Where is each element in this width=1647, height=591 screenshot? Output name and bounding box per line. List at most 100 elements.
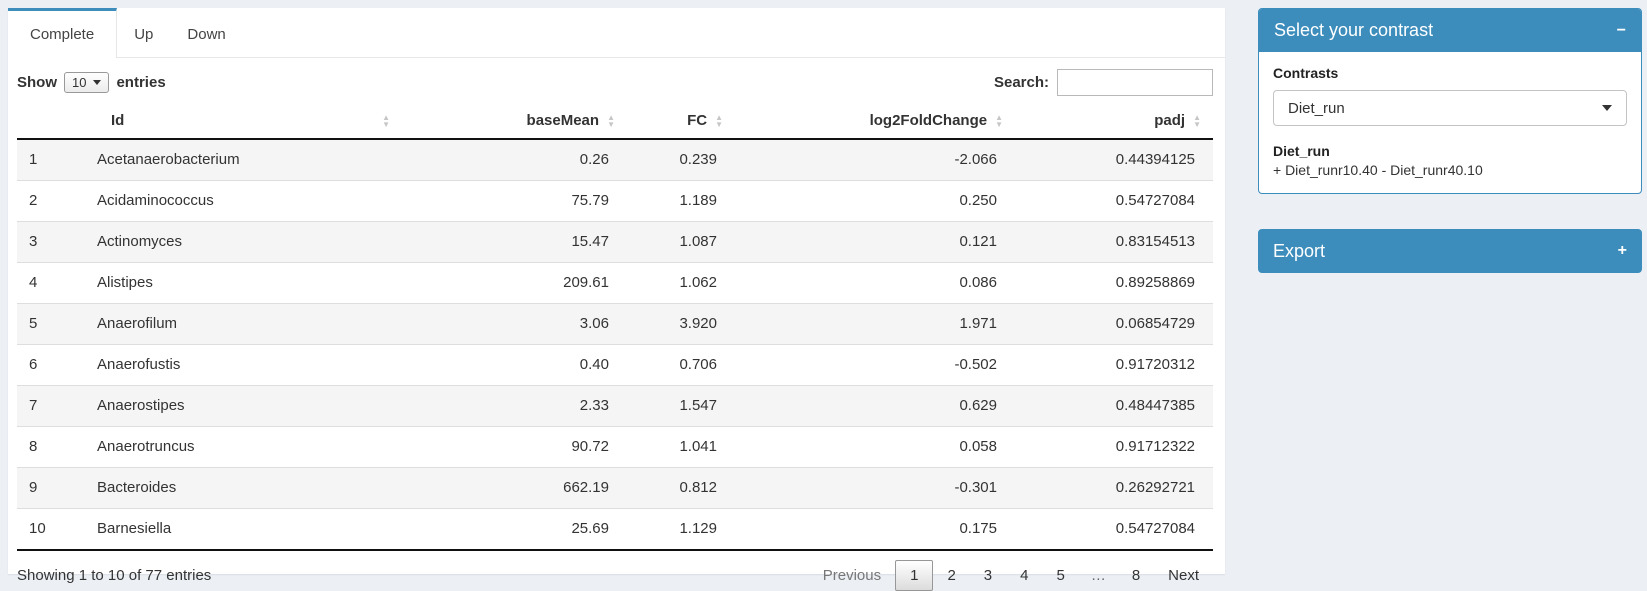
sort-icon: ▲▼ (715, 114, 723, 128)
cell-fc: 1.087 (627, 222, 735, 263)
table-row: 9Bacteroides662.190.812-0.3010.26292721 (17, 468, 1213, 509)
page-5[interactable]: 5 (1042, 561, 1078, 590)
row-index: 6 (17, 345, 85, 386)
cell-basemean: 662.19 (400, 468, 627, 509)
cell-log2foldchange: 1.971 (735, 304, 1015, 345)
row-index: 1 (17, 139, 85, 181)
expand-plus-icon[interactable]: + (1618, 243, 1627, 259)
row-index: 8 (17, 427, 85, 468)
search-control: Search: (994, 69, 1213, 96)
cell-padj: 0.54727084 (1015, 181, 1213, 222)
page-2[interactable]: 2 (933, 561, 969, 590)
page-1[interactable]: 1 (895, 560, 933, 591)
cell-basemean: 209.61 (400, 263, 627, 304)
cell-basemean: 0.40 (400, 345, 627, 386)
cell-fc: 0.812 (627, 468, 735, 509)
contrast-select[interactable]: Diet_run (1273, 90, 1627, 126)
page-length-value: 10 (72, 75, 86, 90)
column-header-label: FC (687, 112, 707, 129)
results-table: Id▲▼baseMean▲▼FC▲▼log2FoldChange▲▼padj▲▼… (17, 104, 1213, 551)
contrast-box-title: Select your contrast (1274, 20, 1433, 41)
table-row: 1Acetanaerobacterium0.260.239-2.0660.443… (17, 139, 1213, 181)
cell-basemean: 15.47 (400, 222, 627, 263)
cell-log2foldchange: 0.058 (735, 427, 1015, 468)
table-row: 7Anaerostipes2.331.5470.6290.48447385 (17, 386, 1213, 427)
cell-log2foldchange: 0.121 (735, 222, 1015, 263)
cell-basemean: 75.79 (400, 181, 627, 222)
table-row: 10Barnesiella25.691.1290.1750.54727084 (17, 509, 1213, 551)
contrast-box-body: Contrasts Diet_run Diet_run + Diet_runr1… (1259, 52, 1641, 193)
cell-log2foldchange: 0.629 (735, 386, 1015, 427)
cell-padj: 0.44394125 (1015, 139, 1213, 181)
column-header-basemean[interactable]: baseMean▲▼ (400, 104, 627, 139)
page-length-select[interactable]: 10 (64, 72, 109, 93)
row-index: 2 (17, 181, 85, 222)
show-label: Show (17, 74, 57, 91)
cell-log2foldchange: 0.086 (735, 263, 1015, 304)
cell-log2foldchange: 0.250 (735, 181, 1015, 222)
page-next[interactable]: Next (1154, 561, 1213, 590)
column-header-label: padj (1154, 112, 1185, 129)
table-row: 2Acidaminococcus75.791.1890.2500.5472708… (17, 181, 1213, 222)
column-header-id[interactable]: Id▲▼ (85, 104, 400, 139)
cell-id: Acidaminococcus (85, 181, 400, 222)
tab-complete[interactable]: Complete (8, 8, 117, 58)
cell-basemean: 25.69 (400, 509, 627, 551)
cell-fc: 1.041 (627, 427, 735, 468)
page-4[interactable]: 4 (1006, 561, 1042, 590)
cell-padj: 0.48447385 (1015, 386, 1213, 427)
column-header-label: log2FoldChange (870, 112, 988, 129)
cell-log2foldchange: -2.066 (735, 139, 1015, 181)
page-previous[interactable]: Previous (809, 561, 895, 590)
cell-log2foldchange: -0.502 (735, 345, 1015, 386)
tab-bar: CompleteUpDown (8, 8, 1225, 58)
sort-icon: ▲▼ (1193, 114, 1201, 128)
page-length-control: Show 10 entries (17, 72, 166, 93)
cell-padj: 0.26292721 (1015, 468, 1213, 509)
page-3[interactable]: 3 (970, 561, 1006, 590)
cell-padj: 0.06854729 (1015, 304, 1213, 345)
cell-id: Barnesiella (85, 509, 400, 551)
row-index: 9 (17, 468, 85, 509)
collapse-minus-icon[interactable]: − (1617, 23, 1626, 39)
table-info: Showing 1 to 10 of 77 entries (17, 567, 211, 584)
cell-basemean: 90.72 (400, 427, 627, 468)
cell-fc: 3.920 (627, 304, 735, 345)
column-header-fc[interactable]: FC ▲▼ (627, 104, 735, 139)
cell-fc: 0.706 (627, 345, 735, 386)
cell-padj: 0.89258869 (1015, 263, 1213, 304)
column-header-log2foldchange[interactable]: log2FoldChange▲▼ (735, 104, 1015, 139)
contrast-box: Select your contrast − Contrasts Diet_ru… (1258, 8, 1642, 194)
cell-padj: 0.91712322 (1015, 427, 1213, 468)
column-header-label: Id (111, 112, 124, 129)
table-panel: Show 10 entries Search: Id▲▼baseMean▲▼FC… (8, 67, 1225, 591)
table-row: 3Actinomyces15.471.0870.1210.83154513 (17, 222, 1213, 263)
table-row: 8Anaerotruncus90.721.0410.0580.91712322 (17, 427, 1213, 468)
entries-label: entries (116, 74, 165, 91)
contrast-name: Diet_run (1273, 143, 1627, 159)
caret-down-icon (93, 80, 101, 85)
cell-padj: 0.83154513 (1015, 222, 1213, 263)
results-panel: CompleteUpDown Show 10 entries Search: I… (8, 8, 1225, 574)
contrasts-label: Contrasts (1273, 65, 1627, 81)
row-index: 5 (17, 304, 85, 345)
search-input[interactable] (1057, 69, 1213, 96)
cell-id: Acetanaerobacterium (85, 139, 400, 181)
cell-id: Actinomyces (85, 222, 400, 263)
cell-basemean: 0.26 (400, 139, 627, 181)
sort-icon: ▲▼ (607, 114, 615, 128)
tab-down[interactable]: Down (170, 8, 242, 57)
table-row: 4Alistipes209.611.0620.0860.89258869 (17, 263, 1213, 304)
row-index: 3 (17, 222, 85, 263)
cell-basemean: 2.33 (400, 386, 627, 427)
sidebar: Select your contrast − Contrasts Diet_ru… (1258, 8, 1642, 273)
cell-fc: 1.547 (627, 386, 735, 427)
tab-up[interactable]: Up (117, 8, 170, 57)
cell-id: Anaerofustis (85, 345, 400, 386)
page-8[interactable]: 8 (1118, 561, 1154, 590)
cell-id: Anaerostipes (85, 386, 400, 427)
column-header-padj[interactable]: padj ▲▼ (1015, 104, 1213, 139)
export-box-header[interactable]: Export + (1258, 229, 1642, 273)
contrast-box-header[interactable]: Select your contrast − (1259, 9, 1641, 52)
table-header-row: Id▲▼baseMean▲▼FC▲▼log2FoldChange▲▼padj▲▼ (17, 104, 1213, 139)
